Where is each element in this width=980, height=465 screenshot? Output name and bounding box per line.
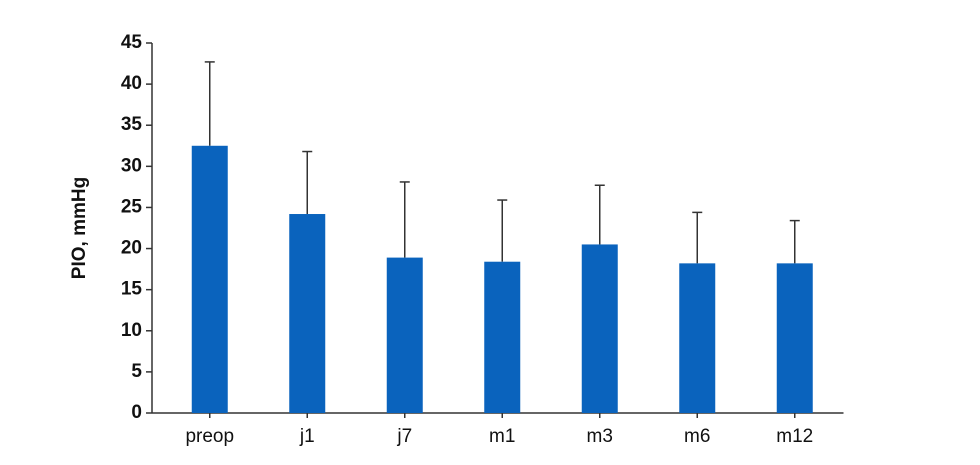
x-tick-label: j7: [396, 426, 412, 447]
x-tick-label: preop: [185, 426, 234, 447]
y-tick-label: 20: [121, 238, 142, 259]
x-tick-label: m1: [489, 426, 515, 447]
x-tick-label: m6: [684, 426, 710, 447]
y-tick-label: 0: [131, 402, 142, 423]
y-axis-label: PIO, mmHg: [69, 177, 90, 279]
y-tick-label: 30: [121, 155, 142, 176]
bar: [581, 244, 618, 413]
x-tick-label: j1: [299, 426, 315, 447]
y-tick-label: 45: [121, 32, 143, 53]
y-tick-label: 5: [131, 361, 142, 382]
bar: [289, 214, 326, 413]
bar: [386, 257, 423, 413]
bar: [679, 263, 716, 413]
y-tick-label: 25: [121, 196, 143, 217]
x-tick-label: m3: [587, 426, 613, 447]
bar: [191, 145, 228, 413]
bar: [776, 263, 813, 413]
y-tick-label: 10: [121, 320, 142, 341]
y-tick-label: 35: [121, 114, 143, 135]
y-tick-label: 15: [121, 279, 143, 300]
x-tick-label: m12: [776, 426, 813, 447]
bar: [484, 261, 521, 413]
y-tick-label: 40: [121, 73, 142, 94]
